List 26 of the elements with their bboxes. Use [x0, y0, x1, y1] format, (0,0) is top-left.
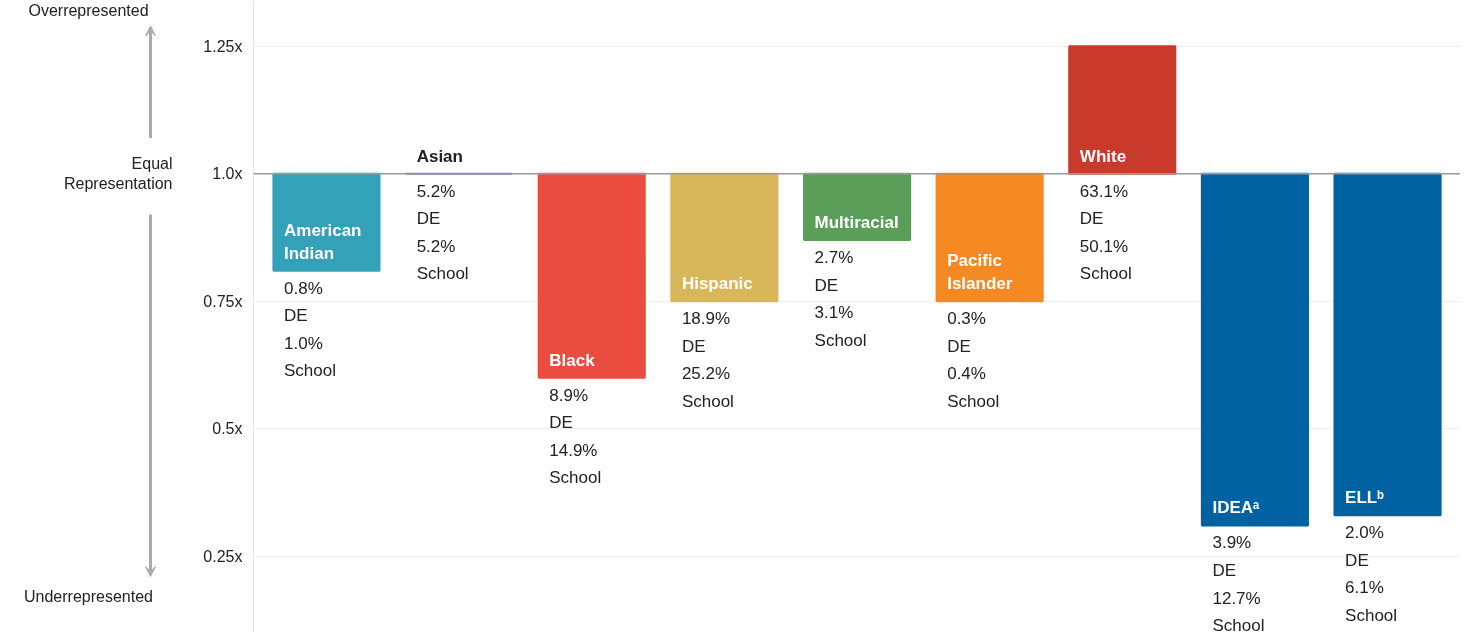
annotation: 2.0% DE 6.1% School [1345, 523, 1398, 625]
annotation: 0.8% DE 1.0% School [284, 278, 336, 381]
x-tick-label: White [1079, 146, 1127, 166]
x-tick-label: Hispanic [681, 274, 753, 294]
annotation: 3.9% DE 12.7% School [1212, 533, 1265, 632]
x-tick-label: Multiracial [814, 213, 899, 233]
y-tick-label: 0.25x [203, 547, 243, 565]
x-tick-label: Asian [416, 146, 463, 166]
annotation: 8.9% DE 14.9% School [549, 385, 602, 488]
x-tick-label: American Indian [284, 220, 362, 263]
y-tick-label: 1.25x [203, 37, 243, 55]
annotation: 0.3% DE 0.4% School [947, 309, 1000, 411]
x-tick-label: ELLᵇ [1345, 488, 1385, 508]
y-tick-label: 1.0x [212, 165, 243, 183]
y-tick-label: 0.5x [212, 420, 243, 438]
y-tick-label: 0.75x [203, 292, 243, 310]
annotation: 2.7% DE 3.1% School [814, 248, 867, 350]
annotation: 63.1% DE 50.1% School [1079, 181, 1132, 284]
x-tick-label: Black [549, 350, 596, 370]
text: Overrepresented [28, 2, 149, 20]
x-tick-label: Pacific Islander [947, 251, 1013, 294]
text: Underrepresented [24, 588, 153, 606]
annotation: 18.9% DE 25.2% School [681, 309, 734, 411]
text: Equal Representation [63, 155, 173, 193]
x-tick-label: IDEAᵃ [1212, 498, 1261, 518]
annotation: 5.2% DE 5.2% School [416, 181, 469, 284]
